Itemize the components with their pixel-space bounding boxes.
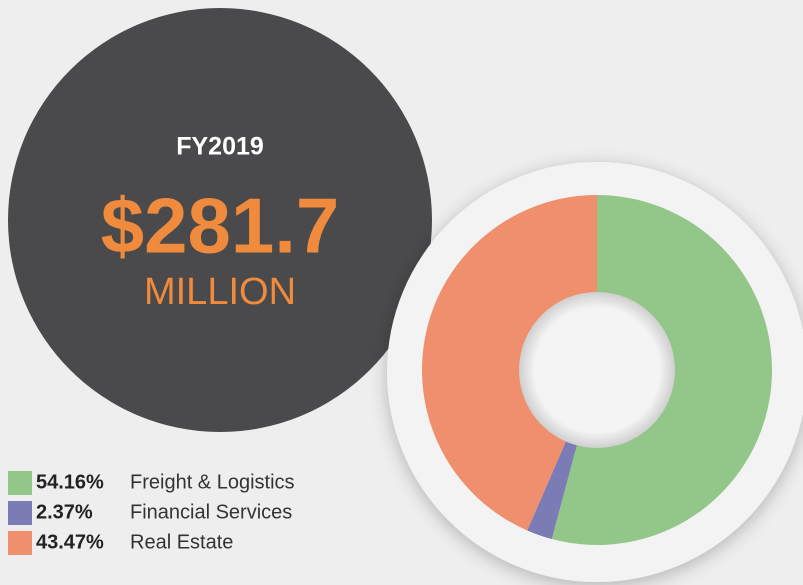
legend: 54.16% Freight & Logistics 2.37% Financial …	[8, 471, 295, 555]
legend-value: 54.16%	[36, 471, 104, 493]
donut-hole	[519, 292, 675, 448]
donut-segment	[422, 195, 597, 531]
chart-title: FY2019	[176, 133, 264, 161]
legend-label: Real Estate	[130, 531, 233, 553]
legend-value: 2.37%	[36, 501, 93, 523]
legend-label: Freight & Logistics	[130, 471, 295, 493]
legend-swatch	[8, 531, 32, 555]
headline-circle	[8, 8, 432, 432]
legend-label: Financial Services	[130, 501, 292, 523]
headline-value: $281.7	[101, 182, 340, 270]
legend-value: 43.47%	[36, 531, 104, 553]
legend-swatch	[8, 501, 32, 525]
legend-swatch	[8, 471, 32, 495]
headline-unit: MILLION	[144, 271, 296, 313]
donut-segment	[527, 425, 582, 540]
